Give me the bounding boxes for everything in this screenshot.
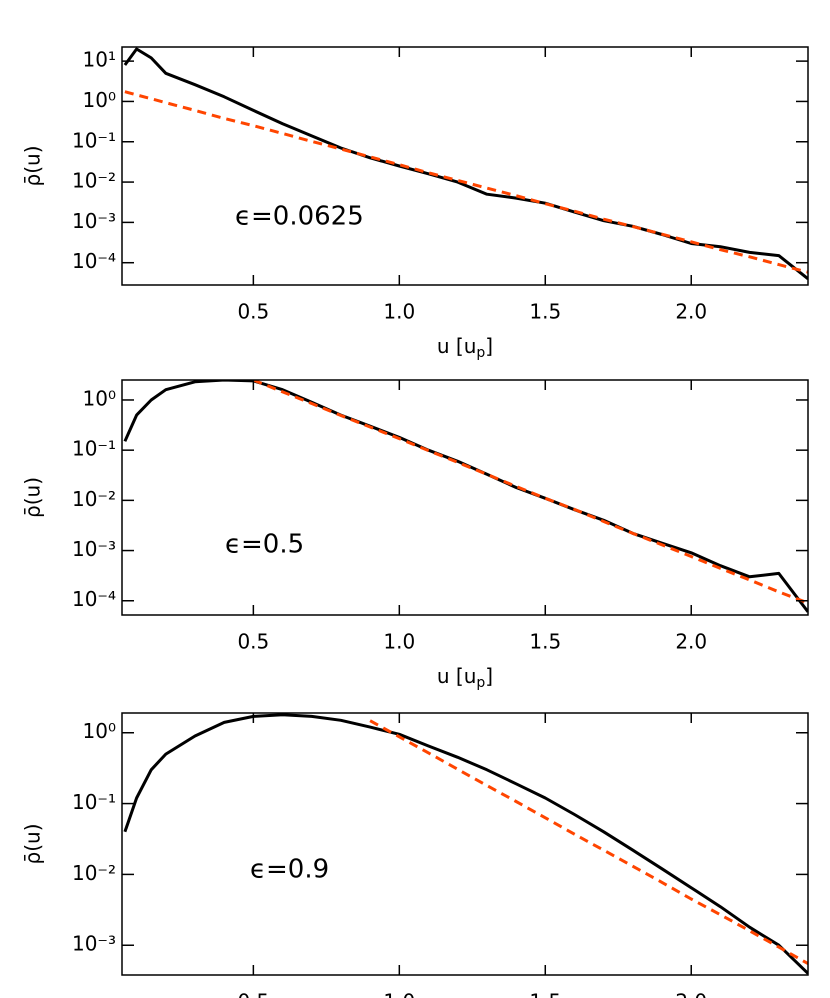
- annotation: ϵ=0.9: [250, 855, 329, 885]
- x-tick-label: 2.0: [675, 300, 707, 324]
- x-tick-label: 0.5: [237, 300, 269, 324]
- annotation: ϵ=0.0625: [235, 202, 364, 232]
- x-tick-label: 1.0: [383, 990, 415, 998]
- x-tick-label: 2.0: [675, 630, 707, 654]
- y-tick-label: 10⁻³: [72, 932, 116, 956]
- x-axis-label: u [up]: [437, 334, 493, 362]
- y-axis-label: ρ̄(u): [21, 146, 45, 187]
- y-tick-label: 10⁻⁴: [72, 587, 116, 611]
- y-tick-label: 10⁰: [83, 88, 116, 112]
- data-line: [369, 719, 808, 965]
- data-line: [123, 47, 808, 280]
- x-tick-label: 1.5: [529, 300, 561, 324]
- x-tick-label: 0.5: [237, 990, 269, 998]
- plot-frame: [121, 46, 809, 286]
- plot: [123, 47, 808, 280]
- y-tick-label: 10⁰: [83, 386, 116, 410]
- plot-frame: [121, 379, 809, 616]
- x-label-main: u [u: [437, 664, 477, 688]
- x-tick-label: 1.0: [383, 630, 415, 654]
- x-tick-label: 0.5: [237, 630, 269, 654]
- plot: [123, 380, 808, 613]
- y-tick-label: 10⁻¹: [72, 437, 116, 461]
- y-axis-label: ρ̄(u): [21, 477, 45, 518]
- x-axis-label: u [up]: [437, 664, 493, 692]
- x-label-main: u [u: [437, 334, 477, 358]
- x-tick-label: 1.5: [529, 630, 561, 654]
- y-tick-label: 10⁻¹: [72, 128, 116, 152]
- y-axis-label: ρ̄(u): [21, 824, 45, 865]
- data-line: [252, 380, 808, 605]
- y-tick-label: 10⁻³: [72, 209, 116, 233]
- x-label-end: ]: [485, 334, 493, 358]
- y-tick-label: 10⁰: [83, 719, 116, 743]
- x-label-sub: p: [476, 345, 485, 361]
- x-tick-label: 1.5: [529, 990, 561, 998]
- data-line: [123, 380, 808, 613]
- y-tick-label: 10⁻³: [72, 537, 116, 561]
- x-tick-label: 2.0: [675, 990, 707, 998]
- plot: [123, 713, 808, 975]
- y-tick-label: 10⁻¹: [72, 790, 116, 814]
- y-tick-label: 10¹: [83, 48, 116, 72]
- x-tick-label: 1.0: [383, 300, 415, 324]
- x-label-end: ]: [485, 664, 493, 688]
- y-tick-label: 10⁻²: [72, 861, 116, 885]
- x-label-sub: p: [476, 675, 485, 691]
- plot-frame: [121, 712, 809, 976]
- data-line: [124, 90, 808, 274]
- y-tick-label: 10⁻⁴: [72, 249, 116, 273]
- y-tick-label: 10⁻²: [72, 169, 116, 193]
- annotation: ϵ=0.5: [225, 530, 304, 560]
- y-tick-label: 10⁻²: [72, 487, 116, 511]
- data-line: [123, 713, 808, 975]
